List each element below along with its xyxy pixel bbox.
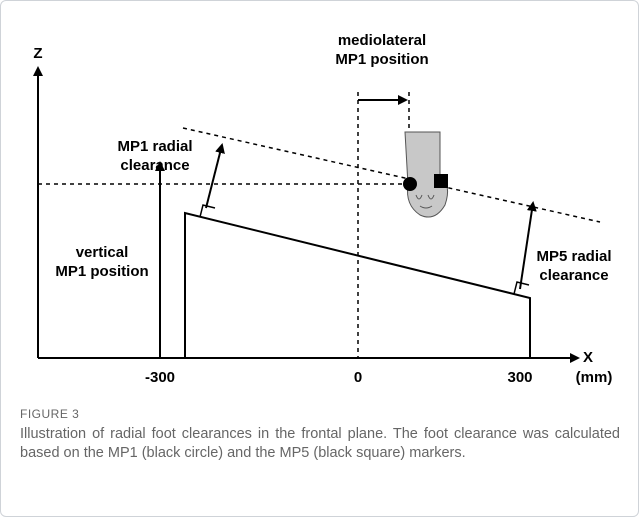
arrow xyxy=(205,143,225,209)
foot-detail xyxy=(415,194,435,209)
diagram: Z X -300 0 300 (mm) mediolateral MP1 pos… xyxy=(33,32,613,386)
annotation: MP5 radial xyxy=(536,248,611,265)
annotation: MP1 radial xyxy=(117,138,192,155)
z-label: Z xyxy=(33,45,42,62)
caption-label: FIGURE 3 xyxy=(20,407,80,421)
x-label: X xyxy=(583,349,593,366)
tick-label: 300 xyxy=(507,369,532,386)
tick-label: -300 xyxy=(145,369,175,386)
annotation: MP1 position xyxy=(335,51,428,68)
mp1-marker xyxy=(403,177,417,191)
annotation: mediolateral xyxy=(338,32,426,49)
right-angle xyxy=(199,204,216,218)
annotation: clearance xyxy=(120,157,189,174)
mp5-marker xyxy=(434,174,448,188)
arrow xyxy=(519,201,537,290)
right-angle xyxy=(513,281,530,295)
caption-text: Illustration of radial foot clearances i… xyxy=(20,426,620,461)
annotation: clearance xyxy=(539,267,608,284)
tick-label: 0 xyxy=(354,369,362,386)
annotation: MP1 position xyxy=(55,263,148,280)
clearance-line xyxy=(182,127,601,223)
unit-label: (mm) xyxy=(576,369,613,386)
annotation: vertical xyxy=(76,244,129,261)
